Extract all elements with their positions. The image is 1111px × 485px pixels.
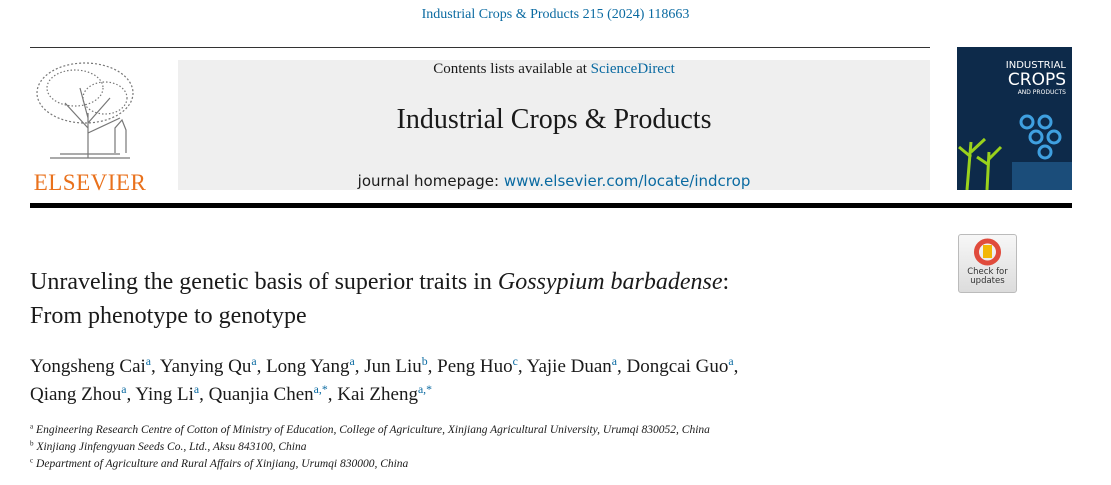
affiliation: c Department of Agriculture and Rural Af… — [30, 456, 710, 473]
homepage-link[interactable]: www.elsevier.com/locate/indcrop — [503, 172, 751, 190]
title-text: From phenotype to genotype — [30, 303, 307, 329]
author-name[interactable]: Jun Liu — [364, 356, 422, 377]
authors: Yongsheng Caia, Yanying Qua, Long Yanga,… — [30, 353, 738, 409]
author-separator: , — [199, 384, 204, 405]
contents-prefix: Contents lists available at — [433, 61, 591, 77]
title-species: Gossypium barbadense — [497, 269, 723, 295]
author-line: Qiang Zhoua, Ying Lia, Quanjia Chena,*, … — [30, 381, 738, 409]
rule — [30, 47, 930, 48]
author-separator: , — [327, 384, 333, 405]
cover-title: CROPS — [1007, 70, 1066, 90]
elsevier-logo — [36, 62, 134, 159]
author-affil-mark[interactable]: b — [421, 354, 428, 368]
badge-icon — [974, 238, 1001, 266]
article-title: Unraveling the genetic basis of superior… — [30, 265, 729, 333]
rule — [30, 203, 1072, 208]
author-name[interactable]: Peng Huo — [437, 356, 513, 377]
homepage-line: journal homepage: www.elsevier.com/locat… — [178, 172, 930, 190]
author-affil-mark[interactable]: a — [251, 354, 257, 368]
author-affil-mark[interactable]: a — [349, 354, 355, 368]
badge-line: Check for — [967, 267, 1008, 277]
affiliations: a Engineering Research Centre of Cotton … — [30, 422, 710, 473]
author-separator: , — [517, 356, 523, 377]
badge-line: updates — [970, 276, 1005, 287]
cover-title: INDUSTRIAL — [1005, 60, 1066, 71]
author-name[interactable]: Yongsheng Cai — [30, 356, 146, 377]
homepage-prefix: journal homepage: — [357, 172, 504, 190]
author-name[interactable]: Kai Zheng — [337, 384, 418, 405]
author-name[interactable]: Ying Li — [135, 384, 194, 405]
author-affil-mark[interactable]: a — [611, 354, 618, 368]
affiliation-text: Engineering Research Centre of Cotton of… — [36, 424, 710, 436]
affiliation: b Xinjiang Jinfengyuan Seeds Co., Ltd., … — [30, 439, 710, 456]
affiliation-mark: a — [30, 422, 34, 431]
publisher: ELSEVIER — [33, 170, 147, 195]
author-separator: , — [354, 356, 360, 377]
author-separator: , — [427, 356, 433, 377]
author-separator: , — [733, 356, 739, 377]
author-separator: , — [617, 356, 622, 377]
cover-title: AND PRODUCTS — [1017, 89, 1066, 96]
author-affil-mark[interactable]: a,* — [417, 382, 432, 396]
affiliation-text: Department of Agriculture and Rural Affa… — [36, 458, 409, 470]
author-affil-mark[interactable]: a,* — [313, 382, 328, 396]
author-separator: , — [151, 356, 156, 377]
author-name[interactable]: Yanying Qu — [159, 356, 252, 377]
title-text: : — [722, 269, 730, 295]
author-affil-mark[interactable]: c — [512, 354, 518, 368]
author-name[interactable]: Dongcai Guo — [626, 356, 729, 377]
author-name[interactable]: Yajie Duan — [526, 356, 612, 377]
badge-text: Check for updates — [958, 267, 1017, 287]
journal-cover[interactable]: INDUSTRIAL CROPS AND PRODUCTS — [957, 47, 1072, 190]
author-affil-mark[interactable]: a — [728, 354, 734, 368]
author-name[interactable]: Qiang Zhou — [30, 384, 122, 405]
cover-art — [958, 114, 1072, 190]
journal-box — [178, 60, 930, 190]
author-name[interactable]: Long Yang — [266, 356, 350, 377]
author-line: Yongsheng Caia, Yanying Qua, Long Yanga,… — [30, 353, 738, 381]
author-affil-mark[interactable]: a — [121, 382, 127, 396]
affiliation-mark: c — [30, 456, 34, 465]
author-affil-mark[interactable]: a — [145, 354, 152, 368]
author-name[interactable]: Quanjia Chen — [208, 384, 314, 405]
author-affil-mark[interactable]: a — [193, 382, 200, 396]
affiliation-text: Xinjiang Jinfengyuan Seeds Co., Ltd., Ak… — [36, 441, 307, 453]
journal-name: Industrial Crops & Products — [396, 104, 712, 135]
author-separator: , — [256, 356, 262, 377]
affiliation: a Engineering Research Centre of Cotton … — [30, 422, 710, 439]
contents-line: Contents lists available at ScienceDirec… — [178, 61, 930, 78]
affiliation-mark: b — [30, 439, 34, 448]
author-separator: , — [126, 384, 132, 405]
sciencedirect-link[interactable]: ScienceDirect — [590, 61, 675, 77]
check-updates-badge[interactable] — [958, 234, 1017, 293]
title-text: Unraveling the genetic basis of superior… — [30, 269, 498, 295]
citation[interactable]: Industrial Crops & Products 215 (2024) 1… — [421, 7, 690, 22]
